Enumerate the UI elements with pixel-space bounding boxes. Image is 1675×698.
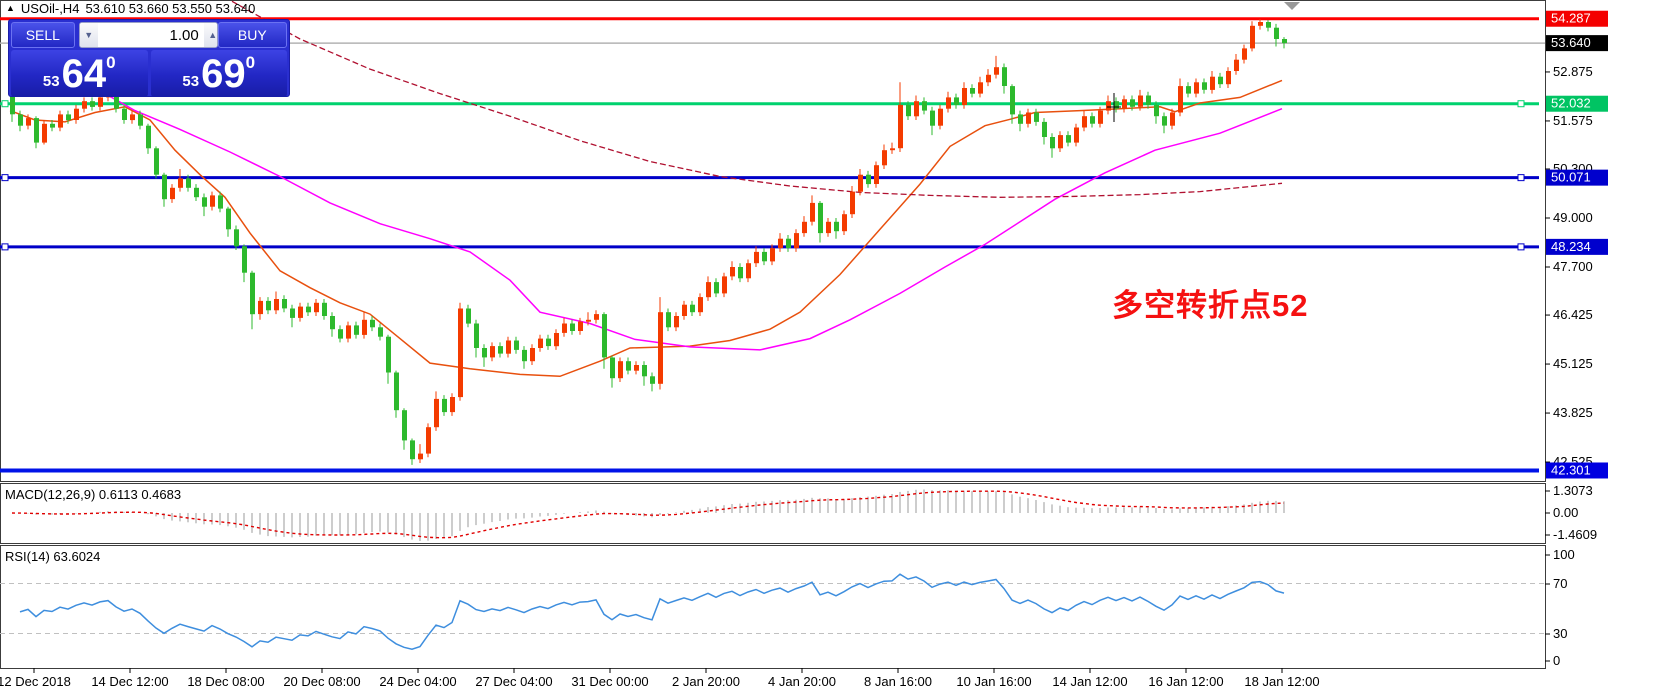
svg-text:12 Dec 2018: 12 Dec 2018 [0,674,71,689]
svg-text:0.00: 0.00 [1553,505,1578,520]
svg-text:50.071: 50.071 [1551,170,1591,185]
svg-text:18 Dec 08:00: 18 Dec 08:00 [187,674,264,689]
svg-text:70: 70 [1553,576,1567,591]
svg-text:20 Dec 08:00: 20 Dec 08:00 [283,674,360,689]
svg-text:-1.4609: -1.4609 [1553,527,1597,542]
svg-text:54.287: 54.287 [1551,11,1591,26]
svg-text:18 Jan 12:00: 18 Jan 12:00 [1244,674,1319,689]
svg-text:43.825: 43.825 [1553,405,1593,420]
svg-text:4 Jan 20:00: 4 Jan 20:00 [768,674,836,689]
svg-text:16 Jan 12:00: 16 Jan 12:00 [1148,674,1223,689]
buy-button[interactable]: BUY [217,22,288,48]
sell-button[interactable]: SELL [11,22,75,48]
svg-text:31 Dec 00:00: 31 Dec 00:00 [571,674,648,689]
svg-text:27 Dec 04:00: 27 Dec 04:00 [475,674,552,689]
scroll-position-marker-icon [1284,2,1300,10]
buy-price-sup: 0 [245,53,256,72]
svg-text:48.234: 48.234 [1551,239,1591,254]
svg-text:53.640: 53.640 [1551,35,1591,50]
svg-text:RSI(14) 63.6024: RSI(14) 63.6024 [5,549,100,564]
svg-text:100: 100 [1553,547,1575,562]
candles [10,19,1287,465]
svg-text:1.3073: 1.3073 [1553,483,1593,498]
svg-text:30: 30 [1553,626,1567,641]
chart-annotation-text: 多空转折点52 [1112,288,1309,323]
buy-price-button[interactable]: 53 69 0 [150,50,287,97]
time-axis: 12 Dec 2018 14 Dec 12:00 18 Dec 08:00 20 De… [0,668,1320,689]
one-click-trading-panel: SELL ▼ ▲ BUY 53 64 0 53 69 0 [8,19,290,97]
sell-price-sup: 0 [106,53,116,72]
sell-price-base: 53 [42,73,60,90]
volume-increase-button[interactable]: ▲ [203,23,217,47]
svg-text:42.301: 42.301 [1551,462,1591,477]
title-ohlc: 53.610 53.660 53.550 53.640 [85,0,256,16]
svg-text:52.032: 52.032 [1551,96,1591,111]
svg-text:51.575: 51.575 [1553,113,1593,128]
svg-text:0: 0 [1553,653,1560,668]
svg-text:24 Dec 04:00: 24 Dec 04:00 [379,674,456,689]
title-symbol: USOil-,H4 [20,0,80,16]
macd-histogram [19,489,1285,541]
volume-input[interactable] [97,23,204,47]
svg-text:46.425: 46.425 [1553,307,1593,322]
buy-price-base: 53 [182,73,200,90]
chart-title-bar: ▲ USOil-,H4 53.610 53.660 53.550 53.640 [6,0,256,16]
svg-text:MACD(12,26,9) 0.6113 0.4683: MACD(12,26,9) 0.6113 0.4683 [5,487,181,502]
svg-text:45.125: 45.125 [1553,356,1593,371]
buy-price-big: 69 [201,51,246,96]
sell-price-button[interactable]: 53 64 0 [11,50,148,97]
svg-text:49.000: 49.000 [1553,210,1593,225]
sell-price-big: 64 [61,51,107,96]
svg-text:2 Jan 20:00: 2 Jan 20:00 [672,674,740,689]
svg-text:47.700: 47.700 [1553,259,1593,274]
svg-text:10 Jan 16:00: 10 Jan 16:00 [956,674,1031,689]
svg-text:14 Dec 12:00: 14 Dec 12:00 [91,674,168,689]
symbol-marker-icon: ▲ [6,3,15,13]
svg-text:52.875: 52.875 [1553,64,1593,79]
svg-text:8 Jan 16:00: 8 Jan 16:00 [864,674,932,689]
volume-spinner: ▼ ▲ [78,22,218,48]
svg-text:14 Jan 12:00: 14 Jan 12:00 [1052,674,1127,689]
volume-decrease-button[interactable]: ▼ [79,23,98,47]
crosshair-cursor-icon [1107,93,1121,122]
